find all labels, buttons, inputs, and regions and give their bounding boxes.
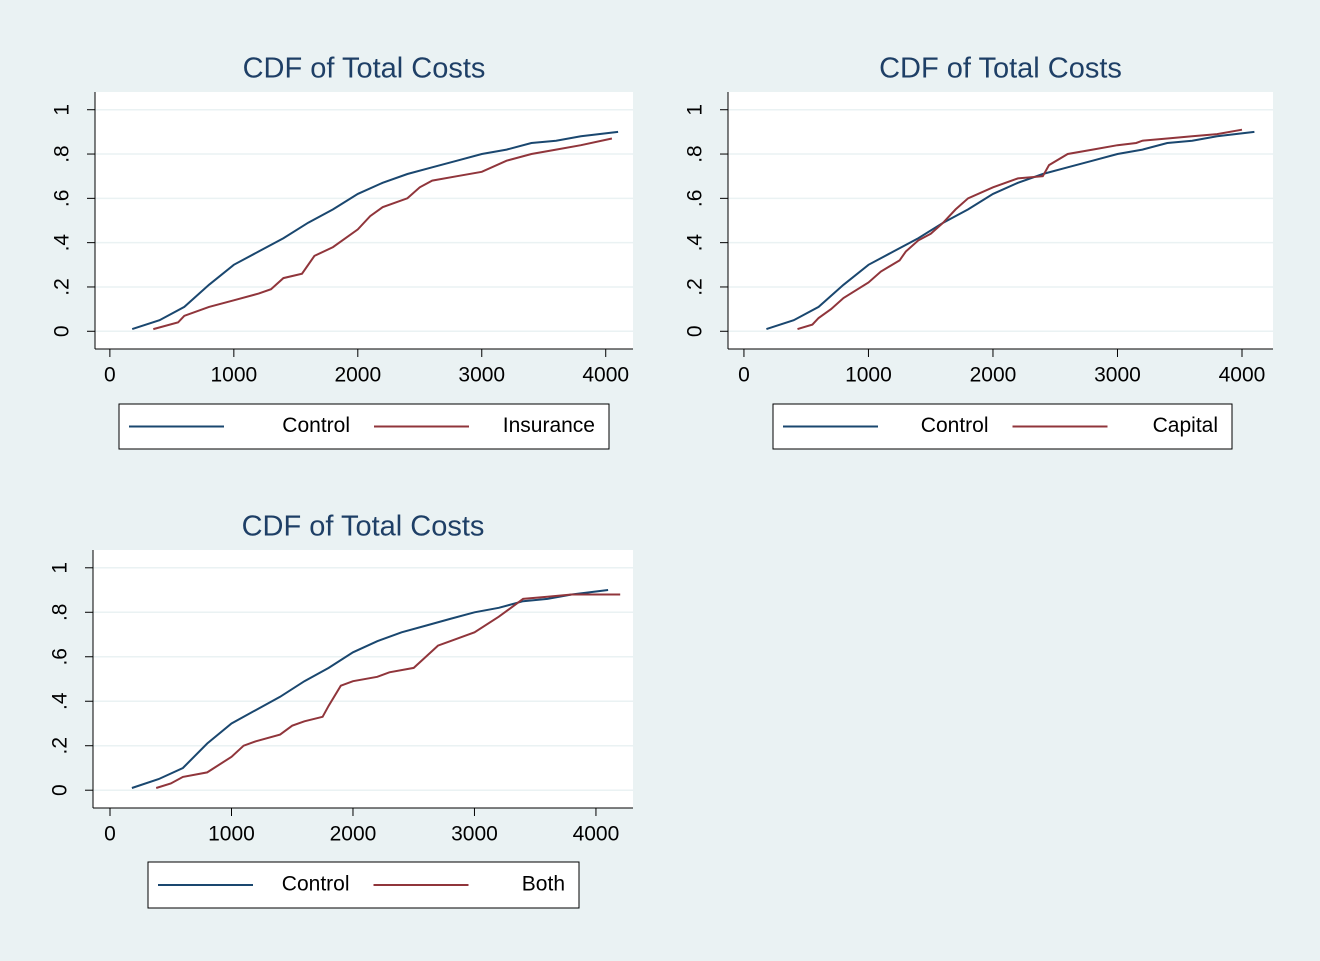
cdf-line (766, 130, 1255, 331)
x-tick-label: 3000 (458, 364, 505, 387)
x-tick-label: 1000 (210, 364, 257, 387)
legend-label: Control (282, 414, 350, 437)
y-tick-label: .2 (51, 278, 74, 296)
legend-label: Both (522, 873, 565, 896)
y-tick-label: .4 (49, 692, 72, 710)
x-tick-label: 4000 (582, 364, 629, 387)
y-tick-label: .6 (684, 190, 707, 208)
legend-label: Insurance (503, 414, 595, 437)
y-tick-label: .2 (49, 737, 72, 755)
legend-label: Control (921, 414, 989, 437)
cdf-line (155, 593, 621, 789)
plot-area (728, 92, 1273, 349)
x-tick-label: 1000 (208, 823, 255, 846)
x-tick-label: 2000 (330, 823, 377, 846)
y-tick-label: 0 (684, 325, 707, 337)
y-tick-label: 1 (51, 104, 74, 116)
cdf-line (131, 130, 619, 331)
x-tick-label: 4000 (1219, 364, 1266, 387)
y-tick-label: .2 (684, 278, 707, 296)
y-tick-label: 1 (49, 562, 72, 574)
legend-label: Capital (1153, 414, 1218, 437)
chart-title: CDF of Total Costs (243, 53, 486, 85)
y-tick-label: .4 (684, 234, 707, 252)
y-tick-label: .6 (49, 648, 72, 666)
x-tick-label: 0 (738, 364, 750, 387)
y-tick-label: 0 (49, 784, 72, 796)
x-tick-label: 3000 (451, 823, 498, 846)
y-tick-label: 1 (684, 104, 707, 116)
x-tick-label: 2000 (334, 364, 381, 387)
x-tick-label: 4000 (573, 823, 620, 846)
x-tick-label: 2000 (970, 364, 1017, 387)
cdf-line (153, 137, 613, 331)
y-tick-label: .6 (51, 190, 74, 208)
cdf-line (797, 128, 1243, 331)
x-tick-label: 3000 (1094, 364, 1141, 387)
x-tick-label: 0 (104, 823, 116, 846)
y-tick-label: .4 (51, 234, 74, 252)
chart-title: CDF of Total Costs (879, 53, 1122, 85)
y-tick-label: .8 (49, 604, 72, 622)
legend-label: Control (282, 873, 350, 896)
x-tick-label: 1000 (845, 364, 892, 387)
x-tick-label: 0 (104, 364, 116, 387)
y-tick-label: .8 (684, 145, 707, 163)
chart-title: CDF of Total Costs (242, 511, 485, 543)
y-tick-label: 0 (51, 325, 74, 337)
y-tick-label: .8 (51, 145, 74, 163)
